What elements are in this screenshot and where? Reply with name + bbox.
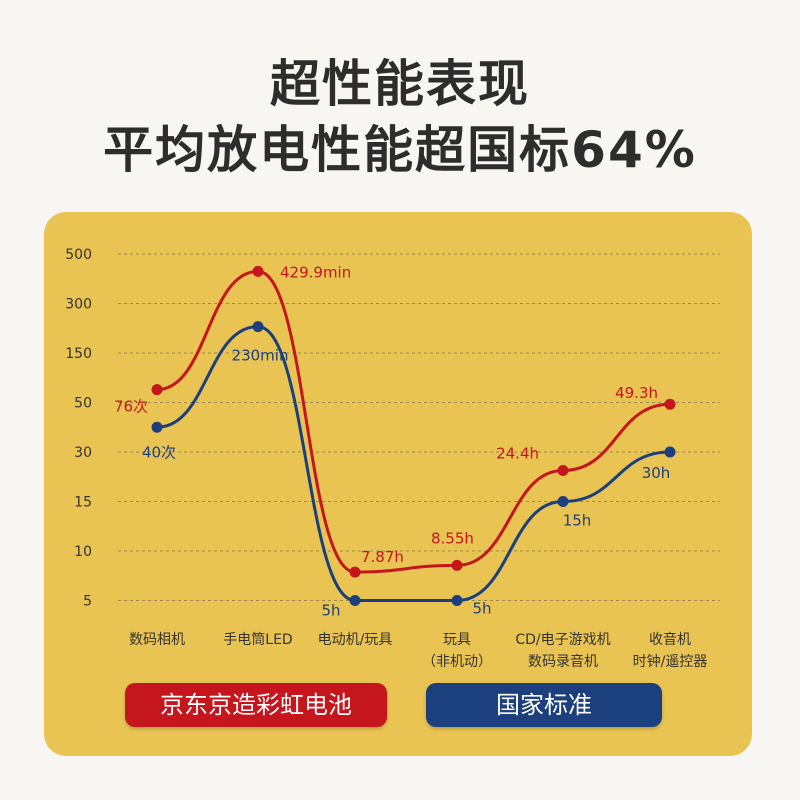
x-category-label: 电动机/玩具 — [318, 632, 393, 648]
page-subtitle: 平均放电性能超国标64% — [103, 121, 697, 179]
x-category-label: （非机动） — [422, 654, 492, 670]
data-label: 429.9min — [280, 263, 351, 281]
data-label: 8.55h — [431, 529, 474, 547]
y-tick-label: 15 — [74, 495, 92, 511]
page-title: 超性能表现 — [270, 55, 530, 113]
data-point — [664, 398, 676, 410]
y-tick-label: 150 — [65, 346, 92, 362]
data-point — [557, 496, 569, 507]
y-tick-label: 5 — [83, 594, 92, 610]
y-tick-label: 300 — [65, 297, 92, 313]
x-category-label: CD/电子游戏机 — [515, 632, 610, 648]
y-tick-label: 50 — [74, 396, 92, 412]
data-label: 49.3h — [615, 384, 658, 402]
data-point — [252, 321, 264, 333]
x-category-label: 数码相机 — [129, 632, 185, 648]
data-point — [451, 595, 463, 606]
data-point — [349, 566, 361, 578]
data-label: 7.87h — [361, 548, 404, 566]
y-tick-label: 10 — [74, 544, 92, 560]
data-point — [349, 595, 361, 606]
data-point — [664, 446, 676, 458]
x-category-label: 数码录音机 — [528, 653, 598, 670]
chart-panel — [44, 212, 752, 756]
data-label: 230min — [232, 347, 289, 365]
data-point — [557, 464, 569, 476]
series-line — [155, 269, 672, 574]
x-category-label: 时钟/遥控器 — [633, 653, 708, 670]
series-line — [155, 325, 672, 602]
data-label: 15h — [563, 512, 592, 530]
data-point — [451, 559, 463, 571]
data-label: 76次 — [114, 398, 148, 416]
data-point — [252, 265, 264, 277]
data-label: 40次 — [142, 443, 176, 461]
x-category-label: 手电筒LED — [223, 631, 292, 648]
data-label: 5h — [321, 602, 340, 620]
data-point — [151, 384, 163, 396]
x-category-label: 收音机 — [649, 631, 691, 648]
data-label: 30h — [642, 464, 671, 482]
y-tick-label: 500 — [65, 247, 92, 263]
data-label: 5h — [472, 600, 491, 618]
legend-jd-battery: 京东京造彩虹电池 — [125, 683, 387, 727]
y-tick-label: 30 — [74, 445, 92, 461]
x-category-label: 玩具 — [443, 632, 471, 648]
legend-national-standard: 国家标准 — [426, 683, 662, 727]
data-point — [151, 421, 163, 433]
data-label: 24.4h — [496, 444, 539, 462]
